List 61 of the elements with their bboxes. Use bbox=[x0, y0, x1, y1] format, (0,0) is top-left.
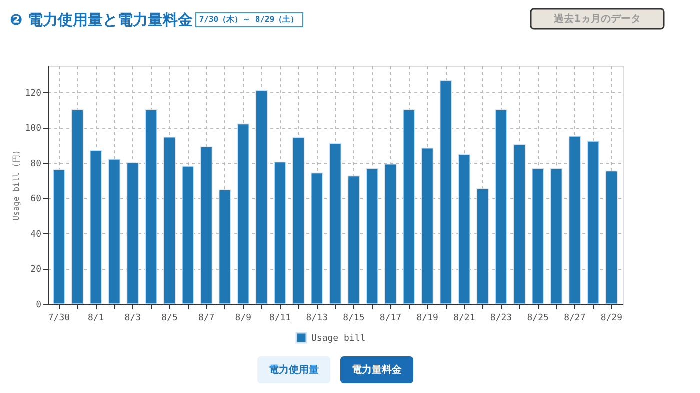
bar bbox=[218, 190, 232, 304]
x-tick-label: 8/3 bbox=[124, 314, 142, 324]
bar bbox=[292, 137, 305, 304]
bar bbox=[403, 110, 416, 304]
bar bbox=[366, 168, 378, 304]
x-tick-label: 8/9 bbox=[235, 314, 252, 324]
y-axis-title: Usage bill (円) bbox=[12, 150, 22, 221]
bar bbox=[384, 164, 397, 304]
chart-title: ❷ 電力使用量と電力量料金 bbox=[10, 11, 193, 29]
legend-label: Usage bill bbox=[312, 334, 366, 344]
x-tick-label: 8/23 bbox=[490, 314, 512, 324]
chart-subtitle: 7/30（木）～ 8/29（土） bbox=[199, 15, 299, 24]
y-tick-label: 100 bbox=[25, 124, 42, 134]
x-tick-label: 8/25 bbox=[527, 314, 549, 324]
y-tick-label: 20 bbox=[30, 265, 42, 276]
bar bbox=[348, 176, 360, 304]
x-tick-label: 8/19 bbox=[416, 314, 438, 324]
bar bbox=[145, 110, 158, 304]
text: 過去1ヵ月のデータ bbox=[553, 13, 641, 25]
text: 電力量料金 bbox=[352, 364, 403, 376]
x-tick-label: 8/29 bbox=[600, 314, 623, 324]
bar bbox=[476, 188, 489, 304]
x-tick-label: 8/15 bbox=[343, 314, 365, 324]
bar bbox=[532, 168, 544, 304]
y-tick-label: 120 bbox=[25, 88, 42, 99]
bar bbox=[90, 150, 102, 304]
bar bbox=[568, 136, 582, 304]
bar bbox=[53, 170, 66, 304]
bar bbox=[164, 137, 176, 304]
x-tick-label: 7/30 bbox=[48, 314, 70, 324]
bar bbox=[274, 162, 286, 304]
bar bbox=[514, 144, 526, 304]
bar bbox=[495, 110, 508, 304]
x-tick-label: 8/5 bbox=[162, 314, 178, 324]
x-tick-label: 8/11 bbox=[269, 314, 292, 324]
bar bbox=[606, 170, 618, 304]
x-tick-label: 8/7 bbox=[198, 314, 215, 324]
bar bbox=[440, 80, 452, 304]
x-tick-label: 8/21 bbox=[454, 314, 476, 324]
bar bbox=[550, 168, 563, 304]
bar bbox=[72, 110, 84, 304]
bar bbox=[200, 146, 213, 304]
x-tick-label: 8/13 bbox=[306, 314, 328, 324]
x-tick-label: 8/17 bbox=[380, 314, 402, 324]
y-tick-label: 80 bbox=[30, 159, 42, 170]
bar bbox=[587, 141, 600, 304]
bar bbox=[310, 172, 324, 304]
y-tick-label: 40 bbox=[30, 230, 42, 240]
text: 電力使用量 bbox=[269, 364, 319, 376]
x-tick-label: 8/27 bbox=[564, 314, 586, 324]
bar bbox=[458, 154, 471, 304]
x-tick-label: 8/1 bbox=[88, 314, 104, 324]
bar bbox=[256, 90, 268, 304]
bar bbox=[237, 124, 250, 304]
bar bbox=[182, 166, 194, 304]
y-tick-label: 0 bbox=[36, 300, 42, 310]
y-tick-label: 60 bbox=[30, 194, 42, 205]
bar bbox=[421, 148, 434, 304]
bar bbox=[126, 162, 140, 304]
bar bbox=[108, 159, 121, 304]
bar bbox=[329, 143, 342, 304]
